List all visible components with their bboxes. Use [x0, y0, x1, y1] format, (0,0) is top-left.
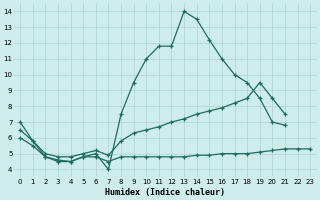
X-axis label: Humidex (Indice chaleur): Humidex (Indice chaleur)	[105, 188, 225, 197]
